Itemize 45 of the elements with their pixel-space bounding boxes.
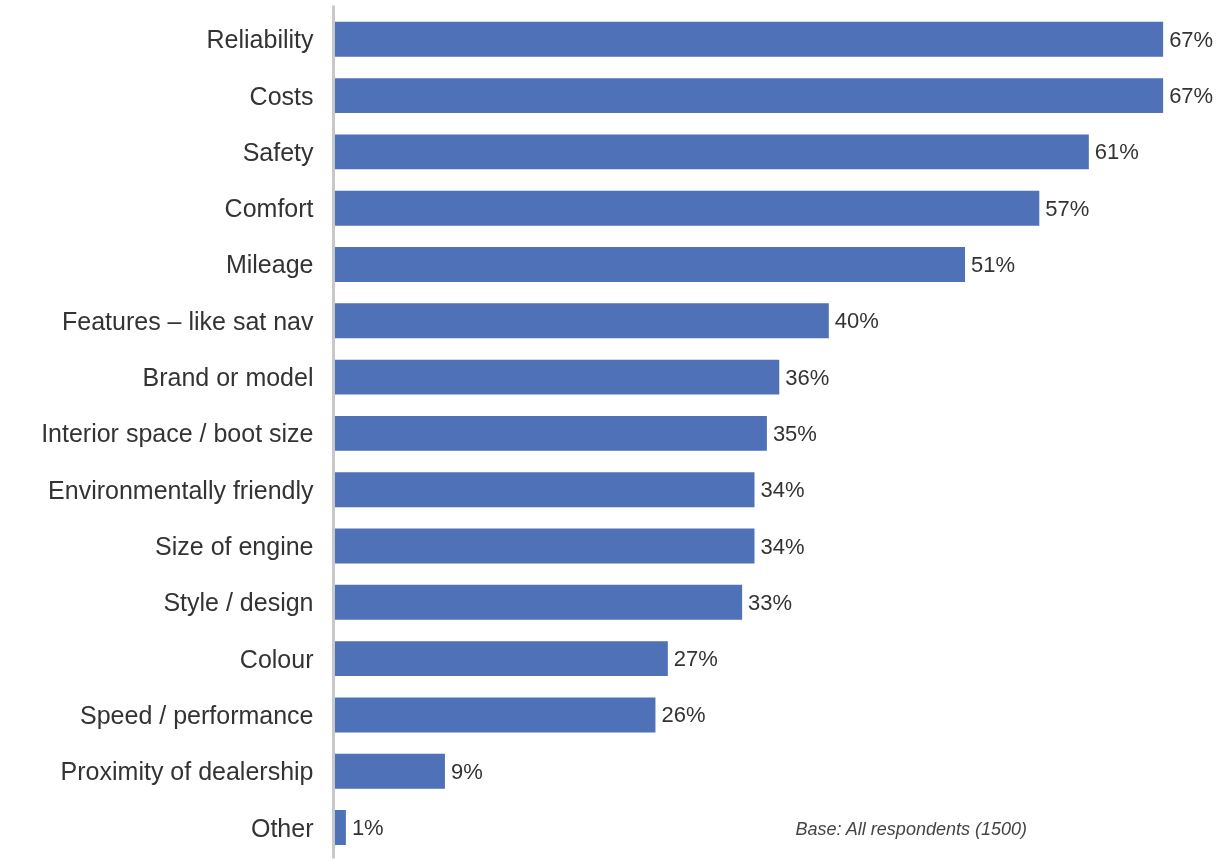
bar	[333, 303, 829, 339]
bar	[333, 641, 668, 677]
bar	[333, 247, 966, 282]
y-tick-label: Costs	[249, 81, 314, 110]
bar	[333, 359, 780, 395]
y-tick-label: Safety	[242, 137, 314, 166]
bar	[333, 753, 445, 789]
y-tick-label: Features – like sat nav	[61, 306, 314, 335]
data-label: 61%	[1094, 139, 1139, 165]
data-label: 27%	[673, 646, 718, 672]
data-label: 9%	[450, 758, 483, 784]
y-tick-label: Comfort	[224, 194, 314, 223]
bar	[333, 415, 767, 451]
data-label: 40%	[834, 308, 879, 334]
data-label: 26%	[661, 702, 706, 728]
bar	[333, 472, 755, 508]
y-tick-label: Mileage	[225, 250, 314, 279]
data-label: 51%	[971, 252, 1016, 277]
data-label: 67%	[1169, 83, 1214, 109]
bar	[333, 134, 1089, 170]
y-tick-label: Brand or model	[142, 363, 314, 392]
bar	[333, 697, 656, 733]
annotation: Base: All respondents (1500)	[795, 818, 1027, 839]
data-label: 33%	[748, 589, 793, 615]
y-tick-label: Proximity of dealership	[60, 757, 314, 786]
bar	[333, 528, 755, 564]
data-label: 67%	[1169, 26, 1214, 52]
bar	[333, 584, 743, 620]
y-tick-label: Interior space / boot size	[41, 419, 314, 448]
data-label: 36%	[785, 364, 830, 390]
data-label: 34%	[760, 477, 805, 503]
y-tick-label: Colour	[239, 644, 314, 673]
bar	[333, 21, 1164, 57]
data-label: 1%	[351, 815, 384, 841]
bar	[333, 190, 1040, 226]
y-tick-label: Speed / performance	[80, 700, 314, 729]
y-tick-label: Size of engine	[155, 532, 314, 561]
bar	[333, 78, 1164, 114]
y-tick-label: Style / design	[163, 588, 314, 617]
data-label: 57%	[1045, 195, 1090, 221]
data-label: 34%	[760, 533, 805, 559]
data-label: 35%	[772, 420, 817, 446]
y-tick-label: Reliability	[206, 25, 314, 54]
y-tick-label: Other	[250, 813, 314, 842]
y-tick-label: Environmentally friendly	[48, 475, 314, 504]
